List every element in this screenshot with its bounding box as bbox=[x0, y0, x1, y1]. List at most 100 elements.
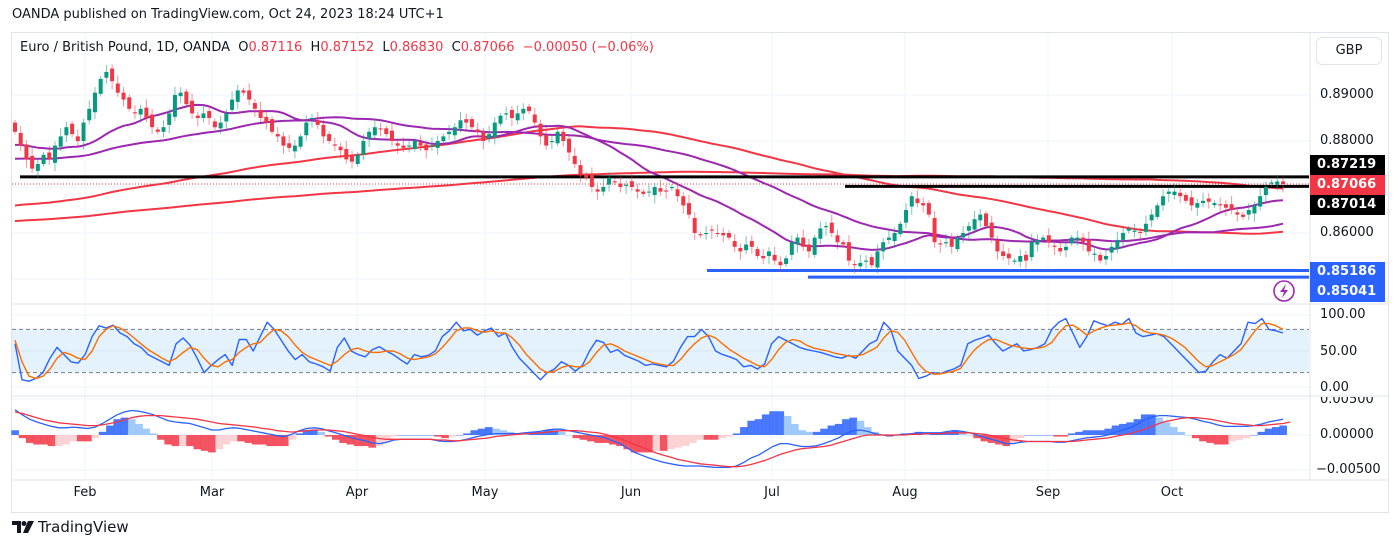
macd-histogram-bar bbox=[288, 435, 296, 440]
candle-body bbox=[298, 136, 303, 147]
candle-body bbox=[681, 196, 686, 206]
candle bbox=[824, 221, 829, 236]
macd-histogram-bar bbox=[208, 435, 216, 453]
legend-open-label: O bbox=[238, 40, 249, 55]
candle-body bbox=[1166, 191, 1171, 194]
candle bbox=[144, 99, 149, 123]
candle-body bbox=[429, 145, 434, 147]
legend-low-label: L bbox=[382, 40, 390, 55]
candle bbox=[955, 234, 960, 252]
level-tag-lower-support: 0.85041 bbox=[1310, 282, 1385, 302]
candle-body bbox=[1109, 246, 1114, 253]
candle bbox=[521, 103, 526, 121]
candle-body bbox=[835, 235, 840, 243]
candle bbox=[829, 214, 834, 238]
macd-histogram-bar bbox=[404, 435, 413, 436]
candle-body bbox=[549, 141, 554, 143]
candle-body bbox=[287, 143, 292, 148]
macd-histogram-bar bbox=[659, 435, 668, 451]
candle-body bbox=[321, 124, 326, 137]
candle bbox=[846, 235, 851, 267]
macd-histogram-bar bbox=[805, 431, 814, 435]
candle bbox=[64, 121, 69, 143]
candle-body bbox=[601, 187, 606, 192]
candle bbox=[498, 112, 503, 127]
candle-body bbox=[875, 251, 880, 268]
candle-body bbox=[527, 106, 532, 112]
candle-body bbox=[704, 233, 709, 235]
candle bbox=[355, 152, 360, 167]
macd-histogram-bar bbox=[645, 435, 653, 453]
candle bbox=[292, 140, 297, 159]
lightning-icon-bolt bbox=[1280, 284, 1288, 298]
time-tick-label: May bbox=[471, 485, 499, 500]
candle-body bbox=[532, 114, 537, 123]
candle-body bbox=[772, 254, 777, 261]
candle bbox=[675, 182, 680, 202]
candle-body bbox=[344, 149, 349, 160]
candle-body bbox=[401, 145, 406, 148]
candle bbox=[310, 113, 315, 128]
candle bbox=[1212, 200, 1217, 208]
candle-body bbox=[1058, 247, 1063, 252]
candle bbox=[983, 210, 988, 229]
candle-body bbox=[766, 251, 771, 256]
macd-histogram-bar bbox=[1155, 417, 1164, 435]
candle bbox=[132, 105, 137, 119]
candle-body bbox=[1218, 204, 1223, 206]
candle-body bbox=[589, 174, 594, 187]
candle-body bbox=[1052, 245, 1057, 247]
candle bbox=[1223, 200, 1228, 216]
macd-histogram-bar bbox=[783, 415, 792, 435]
macd-histogram-bar bbox=[390, 435, 398, 437]
legend-low-value: 0.86830 bbox=[389, 40, 444, 55]
macd-histogram-bar bbox=[25, 435, 34, 443]
candle bbox=[966, 221, 971, 239]
macd-histogram-bar bbox=[827, 425, 836, 435]
price-tick-label: 0.86000 bbox=[1320, 225, 1374, 240]
macd-histogram-bar bbox=[492, 428, 500, 435]
macd-histogram-bar bbox=[91, 435, 100, 439]
macd-histogram-bar bbox=[375, 435, 384, 447]
candle-body bbox=[75, 136, 80, 141]
macd-histogram-bar bbox=[302, 430, 311, 435]
macd-histogram-bar bbox=[426, 435, 435, 436]
macd-tick-label: −0.00500 bbox=[1316, 462, 1381, 477]
macd-histogram-bar bbox=[1053, 435, 1062, 437]
candle-body bbox=[938, 243, 943, 245]
tradingview-logo[interactable]: TradingView bbox=[12, 518, 129, 536]
candle bbox=[447, 124, 452, 140]
candle-body bbox=[441, 136, 446, 141]
currency-button[interactable]: GBP bbox=[1316, 37, 1382, 65]
candle-body bbox=[1269, 182, 1274, 184]
macd-histogram-bar bbox=[397, 435, 406, 436]
macd-histogram-bar bbox=[550, 430, 559, 435]
candle-body bbox=[144, 107, 149, 118]
candle bbox=[755, 246, 760, 259]
candle-body bbox=[349, 155, 354, 162]
candle bbox=[389, 123, 394, 147]
candle-body bbox=[824, 226, 829, 228]
candle-body bbox=[155, 129, 160, 132]
candle-body bbox=[64, 127, 69, 136]
candle-body bbox=[1023, 254, 1028, 261]
candle bbox=[744, 236, 749, 255]
candle bbox=[235, 84, 240, 109]
candle-body bbox=[635, 189, 640, 192]
macd-histogram-bar bbox=[244, 435, 253, 443]
candle-body bbox=[1018, 256, 1023, 262]
candle bbox=[92, 87, 97, 120]
candle-body bbox=[1138, 231, 1143, 233]
candle-body bbox=[1075, 237, 1080, 240]
candle bbox=[726, 230, 731, 241]
candle bbox=[1206, 192, 1211, 209]
candle-body bbox=[675, 189, 680, 197]
lightning-icon[interactable] bbox=[1273, 280, 1295, 302]
candle-body bbox=[829, 222, 834, 233]
candle-body bbox=[584, 174, 589, 178]
macd-tick-label: 0.00000 bbox=[1320, 427, 1374, 442]
candle bbox=[47, 145, 52, 165]
candle bbox=[766, 247, 771, 265]
candle-body bbox=[1263, 187, 1268, 196]
